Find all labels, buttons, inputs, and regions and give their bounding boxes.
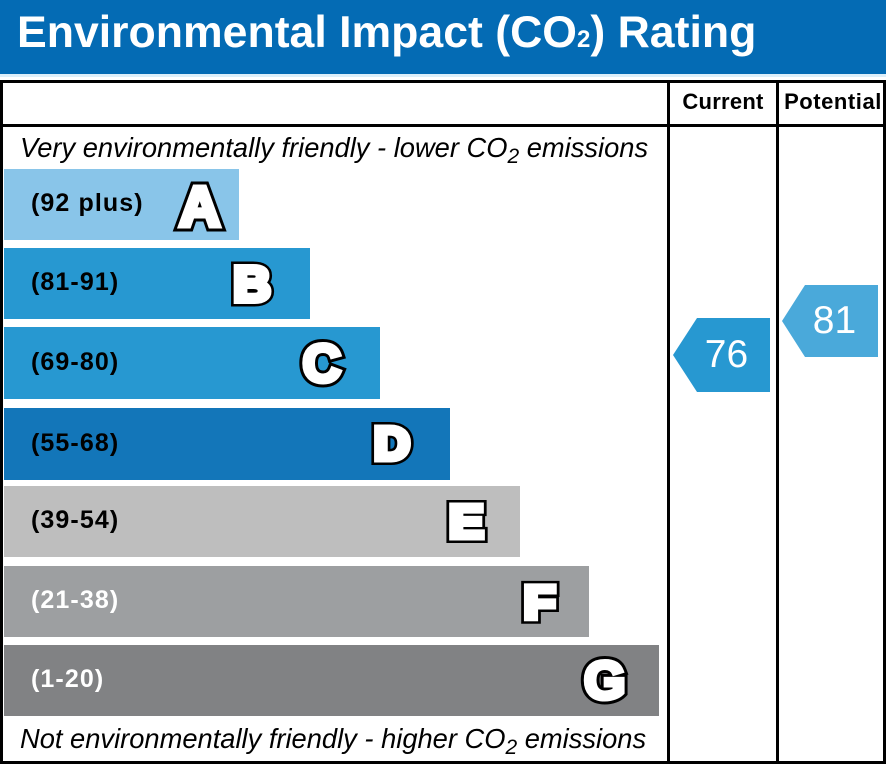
svg-text:A: A [179, 175, 220, 239]
svg-text:B: B [233, 258, 270, 312]
svg-text:G: G [584, 652, 625, 711]
svg-text:C: C [303, 334, 341, 393]
svg-text:C: C [303, 334, 341, 393]
svg-text:A: A [179, 175, 220, 239]
svg-text:G: G [584, 652, 625, 711]
svg-text:E: E [449, 496, 483, 548]
svg-text:F: F [524, 576, 555, 628]
svg-text:D: D [374, 418, 410, 470]
svg-text:F: F [524, 576, 555, 628]
svg-text:B: B [233, 258, 270, 312]
svg-text:E: E [449, 496, 483, 548]
svg-text:D: D [374, 418, 410, 470]
